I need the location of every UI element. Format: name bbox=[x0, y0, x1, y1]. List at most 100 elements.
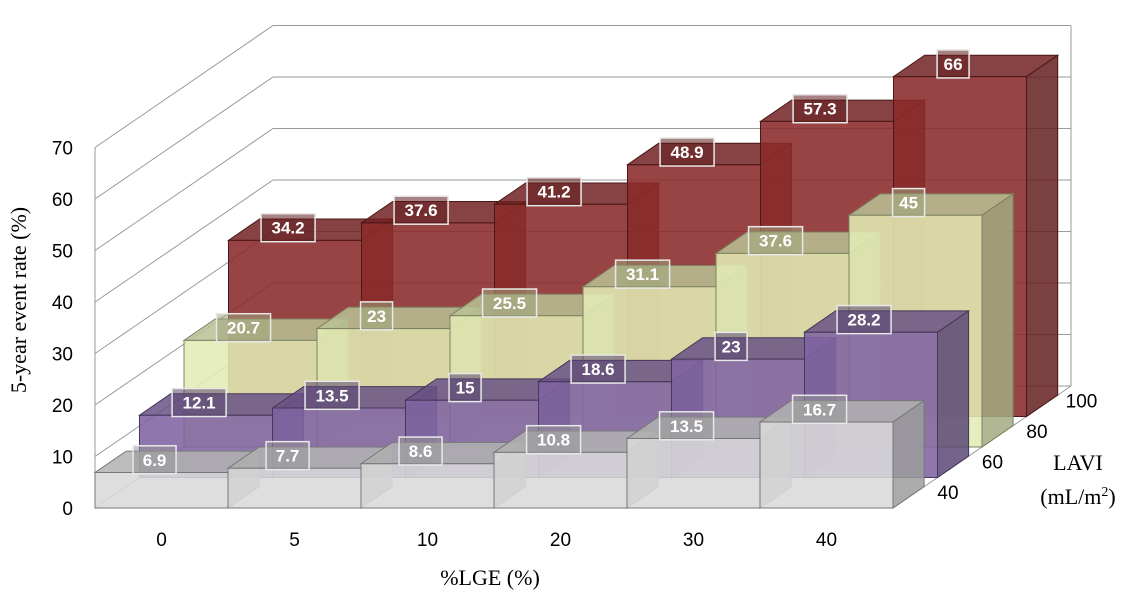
data-label-box bbox=[525, 424, 582, 455]
data-label-box bbox=[659, 137, 715, 167]
bar-front bbox=[626, 438, 761, 509]
data-label-text: 66 bbox=[944, 55, 963, 74]
data-label-text: 31.1 bbox=[626, 265, 659, 284]
data-label-box bbox=[747, 225, 804, 256]
x-tick-label: 30 bbox=[683, 530, 704, 551]
y-tick-label: 50 bbox=[52, 242, 73, 263]
bar-front bbox=[94, 472, 229, 509]
data-label-text: 10.8 bbox=[537, 431, 570, 450]
data-label-box bbox=[714, 331, 748, 362]
data-label-text: 23 bbox=[722, 337, 741, 356]
data-label-text: 15 bbox=[456, 379, 475, 398]
data-label-box bbox=[481, 288, 538, 318]
y-tick-label: 10 bbox=[52, 448, 73, 469]
bar-side bbox=[937, 309, 970, 479]
data-label-text: 25.5 bbox=[493, 294, 526, 313]
data-label: 13.5 bbox=[304, 380, 360, 411]
data-label-box bbox=[836, 304, 892, 335]
z-tick-label: 60 bbox=[982, 453, 1003, 474]
data-label: 45 bbox=[891, 187, 926, 218]
data-label-text: 13.5 bbox=[670, 417, 703, 436]
bar bbox=[758, 399, 926, 509]
data-label: 37.6 bbox=[393, 195, 449, 225]
data-label: 6.9 bbox=[132, 445, 177, 475]
data-label-box bbox=[398, 436, 443, 466]
data-label: 48.9 bbox=[659, 137, 715, 167]
data-label-text: 41.2 bbox=[538, 183, 571, 202]
data-label: 37.6 bbox=[747, 225, 804, 256]
data-label-box bbox=[791, 394, 848, 425]
x-axis-title: %LGE (%) bbox=[440, 565, 540, 590]
bar-front bbox=[360, 463, 495, 509]
y-tick-label: 20 bbox=[52, 396, 73, 417]
data-label-box bbox=[393, 195, 449, 225]
data-label-text: 57.3 bbox=[804, 100, 837, 119]
y-axis-title: 5-year event rate (%) bbox=[6, 207, 31, 393]
data-label-box bbox=[658, 411, 715, 441]
data-label-box bbox=[304, 380, 360, 411]
data-label: 12.1 bbox=[171, 387, 227, 418]
x-tick-label: 10 bbox=[417, 530, 438, 551]
data-label-box bbox=[792, 93, 848, 124]
data-label: 25.5 bbox=[481, 288, 538, 318]
data-label-box bbox=[132, 445, 177, 475]
x-tick-label: 20 bbox=[550, 530, 571, 551]
data-label: 41.2 bbox=[526, 176, 582, 207]
data-label-text: 28.2 bbox=[848, 311, 881, 330]
data-label-box bbox=[359, 301, 394, 331]
gridline bbox=[94, 76, 1071, 200]
data-label: 18.6 bbox=[570, 354, 626, 384]
bar-front bbox=[759, 421, 894, 509]
data-label: 7.7 bbox=[265, 440, 310, 471]
data-label-text: 13.5 bbox=[316, 386, 349, 405]
data-label: 66 bbox=[936, 49, 970, 79]
y-tick-label: 0 bbox=[62, 499, 73, 520]
bar-front bbox=[227, 467, 362, 509]
data-label-text: 23 bbox=[367, 307, 386, 326]
data-label-box bbox=[891, 187, 926, 218]
data-label: 31.1 bbox=[614, 259, 671, 289]
data-label: 8.6 bbox=[398, 436, 443, 466]
data-label: 57.3 bbox=[792, 93, 848, 124]
data-label-text: 8.6 bbox=[409, 442, 433, 461]
data-label-text: 34.2 bbox=[272, 219, 305, 238]
data-label: 34.2 bbox=[260, 212, 316, 243]
data-label: 28.2 bbox=[836, 304, 892, 335]
data-label-box bbox=[570, 354, 626, 384]
data-label-box bbox=[171, 387, 227, 418]
data-label-box bbox=[448, 372, 482, 403]
z-tick-label: 40 bbox=[937, 483, 958, 504]
data-label-text: 45 bbox=[899, 194, 918, 213]
bar-front bbox=[493, 451, 628, 509]
data-label-box bbox=[526, 176, 582, 207]
data-label-text: 20.7 bbox=[227, 319, 260, 338]
data-label-text: 6.9 bbox=[143, 451, 167, 470]
data-label-box bbox=[936, 49, 970, 79]
y-tick-label: 40 bbox=[52, 293, 73, 314]
bar-side bbox=[981, 192, 1014, 448]
data-label-text: 16.7 bbox=[803, 400, 836, 419]
y-tick-label: 60 bbox=[52, 190, 73, 211]
data-label: 20.7 bbox=[215, 312, 272, 343]
data-label-text: 48.9 bbox=[671, 143, 704, 162]
data-label: 23 bbox=[359, 301, 394, 331]
y-tick-label: 70 bbox=[52, 139, 73, 160]
bar-side bbox=[1026, 54, 1059, 418]
z-tick-label: 100 bbox=[1066, 392, 1098, 413]
axes-group: 0 10 20 30 40 50 60 70 0 5 10 20 30 40 40 60 80 100 bbox=[52, 139, 1097, 552]
data-label-text: 37.6 bbox=[405, 201, 438, 220]
z-axis-title: LAVI bbox=[1053, 450, 1103, 475]
data-label-box bbox=[215, 312, 272, 343]
data-label-text: 12.1 bbox=[183, 394, 216, 413]
gridline bbox=[94, 25, 1071, 148]
data-labels-group: 6.9 7.7 8.6 10.8 13.5 16.7 12.1 13.5 15 18.6 23 28.… bbox=[132, 49, 970, 475]
x-tick-label: 40 bbox=[816, 530, 837, 551]
data-label-text: 7.7 bbox=[276, 447, 300, 466]
data-label-box bbox=[265, 440, 310, 471]
x-tick-label: 5 bbox=[289, 530, 300, 551]
data-label-box bbox=[260, 212, 316, 243]
data-label: 15 bbox=[448, 372, 482, 403]
data-label-text: 37.6 bbox=[759, 232, 792, 251]
data-label: 23 bbox=[714, 331, 748, 362]
